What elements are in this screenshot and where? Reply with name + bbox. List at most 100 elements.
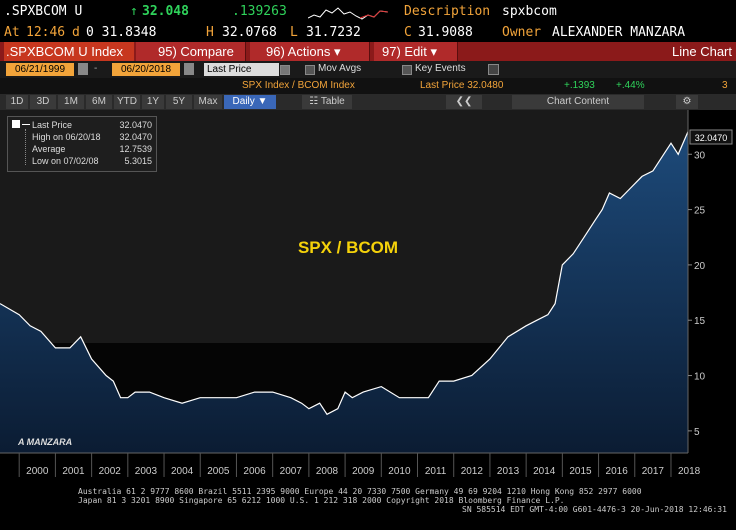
low-label: L xyxy=(290,25,298,40)
series-change: +.1393 xyxy=(564,80,595,91)
period-toolbar: 1D 3D 1M 6M YTD 1Y 5Y Max Daily ▼ ☷ Tabl… xyxy=(0,94,736,110)
period-ytd[interactable]: YTD xyxy=(114,95,140,109)
series-name: SPX Index / BCOM Index xyxy=(242,80,355,91)
series-last: Last Price 32.0480 xyxy=(420,80,504,91)
x-tick-label: 2017 xyxy=(642,466,665,477)
y-tick-label: 15 xyxy=(694,316,706,327)
legend-low-value: 5.3015 xyxy=(124,156,152,166)
legend-row-high: High on 06/20/18 32.0470 xyxy=(8,132,156,143)
period-1d[interactable]: 1D xyxy=(6,95,28,109)
key-events-checkbox[interactable] xyxy=(402,65,412,75)
x-tick-label: 2014 xyxy=(533,466,556,477)
high-label: H xyxy=(206,25,214,40)
chevron-down-icon: ▾ xyxy=(430,44,437,59)
collapse-icon[interactable]: ❮❮ xyxy=(446,95,482,109)
line-chart[interactable]: 5 10 15 20 25 30 2000 2001 2002 2003 2004 2005 2006… xyxy=(0,110,736,487)
period-1y[interactable]: 1Y xyxy=(142,95,164,109)
info-bar: SPX Index / BCOM Index Last Price 32.048… xyxy=(0,78,736,94)
compare-button[interactable]: 95) Compare xyxy=(136,42,246,61)
actions-button[interactable]: 96) Actions ▾ xyxy=(250,42,370,61)
x-tick-label: 2013 xyxy=(497,466,520,477)
d-label: d xyxy=(72,25,80,40)
owner-label: Owner xyxy=(502,25,542,40)
legend-last-value: 32.0470 xyxy=(119,120,152,130)
up-arrow-icon: ↑ xyxy=(130,4,138,19)
controls-bar: 06/21/1999 - 06/20/2018 Last Price Mov A… xyxy=(0,61,736,78)
description-label: Description xyxy=(404,4,491,19)
security-title[interactable]: .SPXBCOM U Index xyxy=(4,42,134,61)
frequency-label: Daily xyxy=(232,96,255,107)
sparkline-icon xyxy=(308,7,388,20)
x-tick-label: 2016 xyxy=(606,466,629,477)
table-label: Table xyxy=(320,96,345,107)
legend-row-average: Average 12.7539 xyxy=(8,144,156,155)
chart-content-label: Chart Content xyxy=(546,96,610,107)
y-tick-label: 5 xyxy=(694,427,700,438)
quote-detail-row: At 12:46 d 0 31.8348 H 32.0768 L 31.7232… xyxy=(0,24,736,42)
footer-line-2: Japan 81 3 3201 8900 Singapore 65 6212 1… xyxy=(78,496,565,505)
actions-label: 96) Actions xyxy=(266,44,331,59)
date-separator: - xyxy=(94,63,98,74)
series-line xyxy=(0,131,689,416)
description-value: spxbcom xyxy=(502,4,557,19)
chart-title: SPX / BCOM xyxy=(298,238,398,257)
y-tick-group: 5 10 15 20 25 30 xyxy=(688,150,706,438)
grid-options-icon[interactable] xyxy=(488,64,499,75)
y-tick-label: 20 xyxy=(694,261,706,272)
legend-last-label: Last Price xyxy=(32,120,73,130)
period-6m[interactable]: 6M xyxy=(86,95,112,109)
x-tick-label: 2011 xyxy=(425,466,447,477)
calendar-icon[interactable] xyxy=(184,63,194,75)
x-tick-label: 2002 xyxy=(99,466,122,477)
x-tick-label: 2010 xyxy=(388,466,411,477)
chart-type-label[interactable]: Line Chart xyxy=(672,44,732,59)
edit-button[interactable]: 97) Edit ▾ xyxy=(374,42,458,61)
y-tick-label: 10 xyxy=(694,372,706,383)
mov-avgs-label: Mov Avgs xyxy=(318,63,362,74)
quote-time: 12:46 xyxy=(26,25,66,40)
legend-row-last: Last Price 32.0470 xyxy=(8,120,156,131)
x-tick-label: 2009 xyxy=(352,466,375,477)
x-tick-label: 2007 xyxy=(280,466,303,477)
legend-tree-line xyxy=(25,129,27,165)
x-tick-label: 2006 xyxy=(243,466,266,477)
mov-avgs-checkbox[interactable] xyxy=(305,65,315,75)
x-tick-label: 2001 xyxy=(62,466,85,477)
legend-high-label: High on 06/20/18 xyxy=(32,132,101,142)
x-tick-label: 2018 xyxy=(678,466,701,477)
checkbox-icon[interactable] xyxy=(12,120,20,128)
low-value: 31.7232 xyxy=(306,25,361,40)
chevron-down-icon: ▾ xyxy=(333,44,341,59)
footer-line-3: SN 585514 EDT GMT-4:00 G601-4476-3 20-Ju… xyxy=(462,505,727,514)
x-tick-label: 2012 xyxy=(461,466,484,477)
period-3d[interactable]: 3D xyxy=(30,95,56,109)
field-dropdown-icon[interactable] xyxy=(280,65,290,75)
period-1m[interactable]: 1M xyxy=(58,95,84,109)
legend-high-value: 32.0470 xyxy=(119,132,152,142)
end-date-field[interactable]: 06/20/2018 xyxy=(112,63,180,76)
table-button[interactable]: ☷ Table xyxy=(302,95,352,109)
area-fill xyxy=(0,131,688,453)
series-count: 3 xyxy=(722,80,728,91)
quote-header: .SPXBCOM U ↑ 32.048 .139263 Description … xyxy=(0,0,736,24)
frequency-select[interactable]: Daily ▼ xyxy=(224,95,276,109)
legend-average-value: 12.7539 xyxy=(119,144,152,154)
field-select[interactable]: Last Price xyxy=(204,63,279,76)
high-value: 32.0768 xyxy=(222,25,277,40)
start-date-field[interactable]: 06/21/1999 xyxy=(6,63,74,76)
legend-average-label: Average xyxy=(32,144,66,154)
x-tick-label: 2008 xyxy=(316,466,339,477)
calendar-icon[interactable] xyxy=(78,63,88,75)
gear-icon[interactable]: ⚙ xyxy=(676,95,698,109)
period-max[interactable]: Max xyxy=(194,95,222,109)
security-symbol[interactable]: .SPXBCOM U xyxy=(4,4,83,19)
key-events-label: Key Events xyxy=(415,63,466,74)
x-tick-label: 2000 xyxy=(26,466,49,477)
legend-low-label: Low on 07/02/08 xyxy=(32,156,99,166)
line-swatch-icon xyxy=(22,124,30,125)
period-5y[interactable]: 5Y xyxy=(166,95,192,109)
legend-row-low: Low on 07/02/08 5.3015 xyxy=(8,156,156,167)
d-value: 0 31.8348 xyxy=(86,25,157,40)
chart-content-button[interactable]: Chart Content xyxy=(512,95,644,109)
edit-label: 97) Edit xyxy=(382,44,427,59)
